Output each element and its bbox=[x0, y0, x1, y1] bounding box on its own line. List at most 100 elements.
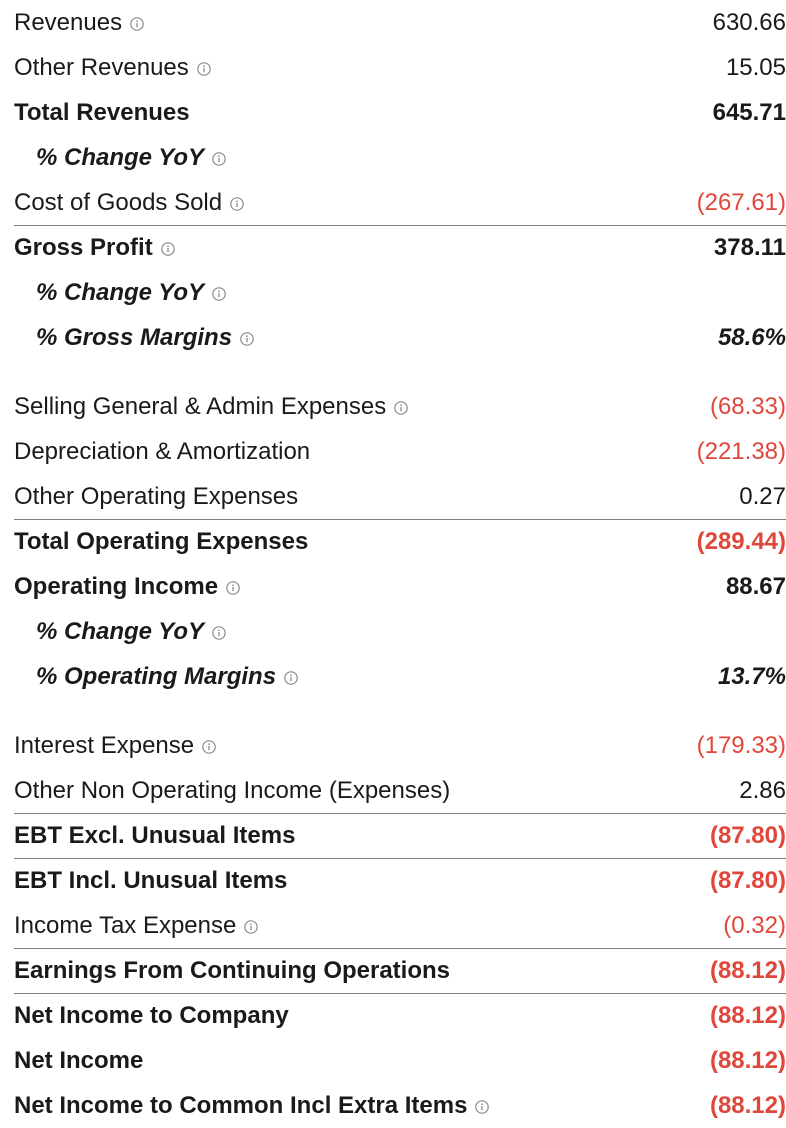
table-row: Other Operating Expenses 0.27 bbox=[14, 474, 786, 519]
row-label: Earnings From Continuing Operations bbox=[14, 957, 451, 984]
row-value: 88.67 bbox=[725, 572, 786, 600]
row-label-wrap: Net Income bbox=[14, 1047, 143, 1075]
row-label-wrap: % Operating Margins bbox=[14, 663, 298, 691]
info-icon[interactable] bbox=[226, 580, 240, 595]
row-label: Interest Expense bbox=[14, 731, 195, 759]
row-value: 13.7% bbox=[717, 662, 786, 690]
info-icon[interactable] bbox=[240, 331, 254, 346]
row-label: Total Revenues bbox=[14, 98, 190, 126]
row-label: Cost of Goods Sold bbox=[14, 188, 223, 216]
row-value: (221.38) bbox=[696, 437, 786, 465]
table-row: Net Income (88.12) bbox=[14, 1038, 786, 1083]
row-label: Income Tax Expense bbox=[14, 911, 237, 939]
row-label: Net Income to Common Incl Extra Items bbox=[14, 1091, 468, 1119]
row-value: (87.80) bbox=[709, 867, 786, 894]
table-row: % Change YoY bbox=[14, 135, 786, 180]
row-value: 2.86 bbox=[739, 776, 786, 804]
table-row: EBT Incl. Unusual Items (87.80) bbox=[14, 858, 786, 903]
row-value: (0.32) bbox=[723, 911, 786, 939]
row-label: Revenues bbox=[14, 8, 123, 36]
row-label-wrap: Interest Expense bbox=[14, 732, 216, 760]
row-label: Total Operating Expenses bbox=[14, 528, 309, 555]
row-label-wrap: Income Tax Expense bbox=[14, 911, 259, 940]
table-row: Gross Profit 378.11 bbox=[14, 225, 786, 270]
row-label-wrap: Gross Profit bbox=[14, 234, 175, 262]
info-icon[interactable] bbox=[130, 16, 144, 31]
row-label-wrap: Other Non Operating Income (Expenses) bbox=[14, 777, 450, 805]
row-label-wrap: Other Revenues bbox=[14, 54, 211, 82]
row-label-wrap: Revenues bbox=[14, 9, 144, 37]
info-icon[interactable] bbox=[202, 739, 216, 754]
row-label: Other Operating Expenses bbox=[14, 482, 299, 510]
row-value: 630.66 bbox=[712, 8, 786, 36]
table-row: Total Revenues 645.71 bbox=[14, 90, 786, 135]
row-label: Selling General & Admin Expenses bbox=[14, 392, 387, 420]
row-label: Other Revenues bbox=[14, 53, 189, 81]
table-row: Other Revenues 15.05 bbox=[14, 45, 786, 90]
row-label-wrap: EBT Incl. Unusual Items bbox=[14, 867, 287, 895]
table-row: Net Income to Common Incl Extra Items (88… bbox=[14, 1083, 786, 1128]
table-row: Income Tax Expense (0.32) bbox=[14, 903, 786, 948]
table-row: % Change YoY bbox=[14, 609, 786, 654]
row-value: (88.12) bbox=[709, 1091, 786, 1119]
info-icon[interactable] bbox=[212, 625, 226, 640]
info-icon[interactable] bbox=[212, 286, 226, 301]
row-label: Net Income bbox=[14, 1046, 144, 1074]
row-value: (289.44) bbox=[696, 528, 786, 555]
row-value: (179.33) bbox=[696, 731, 786, 759]
table-row: Net Income to Company (88.12) bbox=[14, 993, 786, 1038]
table-row: Depreciation & Amortization (221.38) bbox=[14, 429, 786, 474]
row-label-wrap: EBT Excl. Unusual Items bbox=[14, 822, 295, 850]
row-label-wrap: Other Operating Expenses bbox=[14, 483, 298, 511]
table-row: Interest Expense (179.33) bbox=[14, 723, 786, 768]
row-label: EBT Incl. Unusual Items bbox=[14, 867, 288, 894]
row-label-wrap: Cost of Goods Sold bbox=[14, 189, 244, 217]
row-value: (68.33) bbox=[709, 392, 786, 420]
info-icon[interactable] bbox=[196, 61, 211, 76]
income-statement-table: Revenues 630.66 Other Revenues 15.05 Total R… bbox=[14, 0, 786, 1128]
info-icon[interactable] bbox=[160, 242, 175, 256]
table-row: Earnings From Continuing Operations (88.1… bbox=[14, 948, 786, 993]
row-label-wrap: % Change YoY bbox=[14, 144, 226, 172]
info-icon[interactable] bbox=[244, 919, 259, 934]
row-label-wrap: Net Income to Common Incl Extra Items bbox=[14, 1091, 490, 1120]
row-value: (88.12) bbox=[709, 957, 786, 984]
row-label-wrap: Earnings From Continuing Operations bbox=[14, 957, 450, 985]
row-label-wrap: Net Income to Company bbox=[14, 1002, 289, 1030]
row-value: 378.11 bbox=[713, 234, 786, 261]
row-value: (267.61) bbox=[696, 188, 786, 216]
row-label-wrap: Total Revenues bbox=[14, 99, 190, 127]
row-label: Operating Income bbox=[14, 572, 219, 600]
row-label-wrap: % Change YoY bbox=[14, 618, 226, 646]
row-label-wrap: Total Operating Expenses bbox=[14, 528, 308, 556]
row-label-wrap: Depreciation & Amortization bbox=[14, 438, 310, 466]
table-row: Operating Income 88.67 bbox=[14, 564, 786, 609]
table-row: EBT Excl. Unusual Items (87.80) bbox=[14, 813, 786, 858]
info-icon[interactable] bbox=[212, 151, 226, 166]
table-row: Selling General & Admin Expenses (68.33) bbox=[14, 384, 786, 429]
info-icon[interactable] bbox=[475, 1099, 490, 1114]
row-label: % Change YoY bbox=[36, 617, 205, 645]
table-row: % Change YoY bbox=[14, 270, 786, 315]
info-icon[interactable] bbox=[284, 670, 298, 685]
row-value: 0.27 bbox=[739, 482, 786, 510]
row-value: 645.71 bbox=[712, 98, 786, 126]
row-label: EBT Excl. Unusual Items bbox=[14, 822, 296, 849]
row-label: % Change YoY bbox=[36, 143, 205, 171]
table-row: % Operating Margins 13.7% bbox=[14, 654, 786, 699]
table-row: Revenues 630.66 bbox=[14, 0, 786, 45]
table-row: % Gross Margins 58.6% bbox=[14, 315, 786, 360]
row-label-wrap: % Gross Margins bbox=[14, 324, 254, 352]
row-label: % Operating Margins bbox=[36, 662, 277, 690]
info-icon[interactable] bbox=[394, 400, 409, 415]
table-row: Other Non Operating Income (Expenses) 2.8… bbox=[14, 768, 786, 813]
row-label: Depreciation & Amortization bbox=[14, 437, 311, 465]
table-row: Total Operating Expenses (289.44) bbox=[14, 519, 786, 564]
table-row: Cost of Goods Sold (267.61) bbox=[14, 180, 786, 225]
row-label-wrap: Operating Income bbox=[14, 573, 240, 601]
row-label: % Gross Margins bbox=[36, 323, 233, 351]
info-icon[interactable] bbox=[230, 196, 244, 211]
row-label-wrap: Selling General & Admin Expenses bbox=[14, 392, 409, 421]
row-label: Net Income to Company bbox=[14, 1002, 289, 1029]
row-value: (87.80) bbox=[709, 822, 786, 849]
